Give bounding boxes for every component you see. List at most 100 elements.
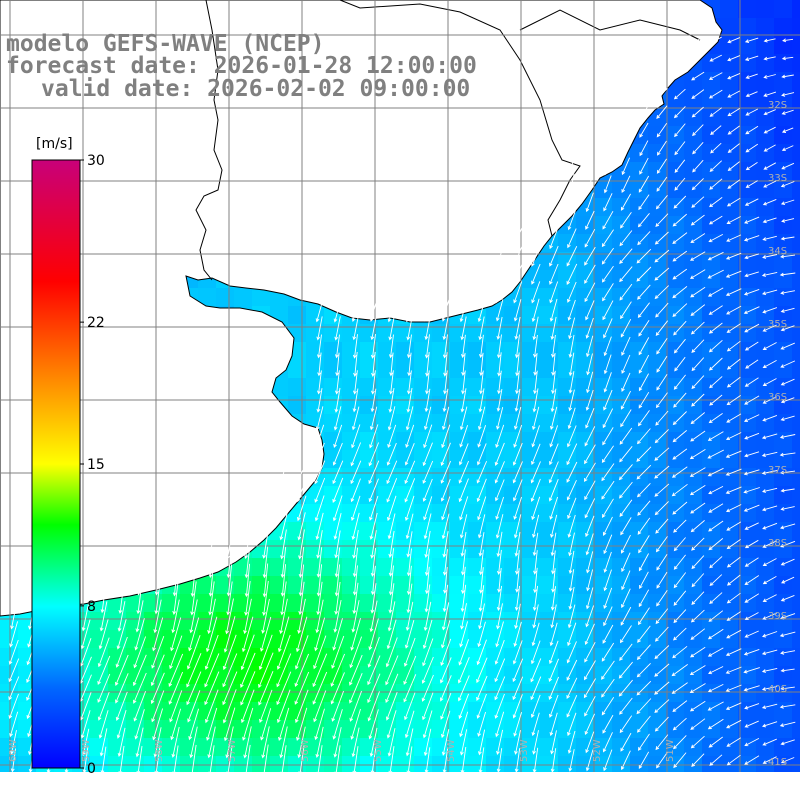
field-cell [792, 432, 800, 451]
wind-arrow [637, 302, 650, 319]
field-cell [612, 612, 631, 631]
lat-label: 40S [768, 684, 787, 695]
wind-arrow [512, 442, 523, 466]
wind-arrow [780, 290, 795, 295]
field-cell [756, 504, 775, 523]
field-cell [612, 234, 631, 253]
wind-arrow [586, 569, 594, 592]
wind-arrow [568, 586, 575, 610]
wind-arrow [744, 630, 759, 638]
wind-arrow [514, 532, 521, 557]
wind-arrow [333, 424, 343, 448]
field-cell [792, 288, 800, 307]
wind-arrow [352, 547, 359, 578]
wind-arrow [637, 733, 650, 751]
field-cell [702, 774, 721, 793]
field-cell [306, 774, 325, 793]
wind-arrow [334, 370, 340, 395]
field-cell [504, 774, 523, 793]
field-cell [450, 468, 469, 487]
wind-arrow [116, 619, 127, 650]
wind-arrow [744, 432, 760, 440]
field-cell [360, 648, 379, 667]
wind-arrow [460, 566, 466, 595]
wind-arrow [278, 707, 290, 741]
field-cell [684, 252, 703, 271]
wind-arrow [295, 616, 308, 653]
wind-arrow [780, 470, 796, 475]
wind-arrow [296, 495, 307, 522]
wind-arrow [297, 598, 306, 635]
wind-arrow [586, 371, 594, 394]
field-cell [774, 342, 793, 361]
wind-arrow [424, 566, 430, 595]
wind-arrow [636, 464, 652, 480]
wind-arrow [332, 495, 343, 522]
wind-arrow [655, 213, 669, 227]
field-cell [306, 594, 325, 613]
wind-arrow [440, 710, 451, 739]
wind-arrow [169, 690, 183, 723]
wind-arrows [8, 36, 796, 772]
field-cell [756, 234, 775, 253]
wind-arrow [689, 683, 706, 693]
wind-arrow [350, 478, 361, 503]
wind-arrow [761, 433, 778, 440]
field-cell [612, 702, 631, 721]
field-cell [612, 630, 631, 649]
wind-arrow [743, 414, 760, 423]
wind-arrow [136, 746, 143, 772]
wind-arrow [567, 497, 577, 520]
wind-arrow [744, 198, 759, 206]
field-cell [612, 288, 631, 307]
wind-arrow [531, 406, 540, 431]
field-cell [540, 468, 559, 487]
wind-arrow [602, 210, 614, 230]
wind-arrow [460, 746, 467, 772]
field-cell [648, 612, 667, 631]
wind-arrow [762, 414, 778, 422]
wind-arrow [531, 298, 540, 323]
field-cell [666, 378, 685, 397]
wind-arrow [331, 635, 345, 669]
wind-arrow [440, 478, 451, 502]
wind-arrow [476, 478, 487, 503]
wind-arrow [279, 512, 288, 541]
field-cell [522, 432, 541, 451]
field-cell [270, 774, 289, 793]
field-cell [666, 558, 685, 577]
field-cell [774, 180, 793, 199]
field-cell [324, 648, 343, 667]
wind-arrow [150, 654, 165, 687]
field-cell [756, 72, 775, 91]
wind-arrow [638, 607, 650, 626]
field-cell [558, 486, 577, 505]
wind-arrow [172, 745, 179, 772]
wind-arrow [496, 603, 503, 630]
field-cell [162, 594, 181, 613]
field-cell [558, 432, 577, 451]
wind-arrow [638, 391, 650, 409]
field-cell [720, 54, 739, 73]
field-cell [684, 648, 703, 667]
wind-arrow [406, 531, 413, 558]
wind-arrow [278, 495, 289, 522]
wind-arrow [691, 357, 705, 372]
field-cell [720, 612, 739, 631]
field-cell [738, 162, 757, 181]
wind-arrow [334, 530, 341, 559]
wind-arrow [443, 567, 448, 594]
wind-arrow [762, 487, 778, 493]
wind-arrow [673, 338, 686, 354]
wind-arrow [549, 622, 558, 647]
wind-arrow [689, 700, 706, 712]
field-cell [126, 774, 145, 793]
wind-arrow [567, 299, 576, 321]
wind-arrow [726, 234, 742, 242]
wind-arrow [476, 639, 487, 666]
field-cell [738, 504, 757, 523]
wind-arrow [532, 532, 539, 557]
border-line [195, 0, 223, 281]
field-cell [792, 180, 800, 199]
field-cell [738, 270, 757, 289]
